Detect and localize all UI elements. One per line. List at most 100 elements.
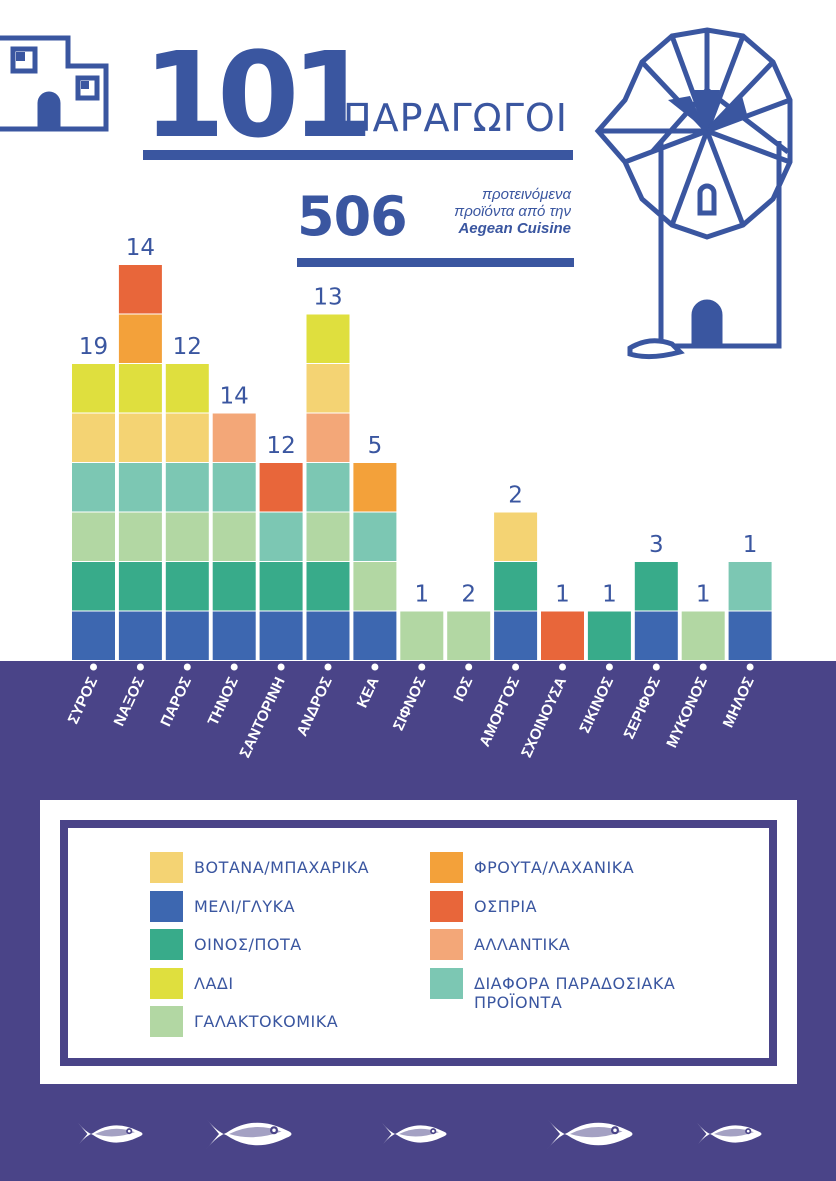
bar-5-segment-4 bbox=[259, 463, 303, 512]
bar-6-segment-5 bbox=[306, 413, 350, 462]
header-rule-bottom bbox=[297, 258, 574, 267]
legend-label: ΑΛΛΑΝΤΙΚΑ bbox=[474, 935, 571, 954]
bar-15-value-label: 1 bbox=[743, 532, 758, 558]
bar-13-tick-dot bbox=[652, 663, 660, 671]
bar-9-segment-1 bbox=[447, 611, 491, 660]
bar-6-segment-6 bbox=[306, 364, 350, 413]
products-text-line2: προϊόντα από την bbox=[454, 203, 571, 220]
bar-3-segment-2 bbox=[165, 562, 209, 611]
bar-9-tick-dot bbox=[465, 663, 473, 671]
bar-2-segment-2 bbox=[118, 562, 162, 611]
fish-icon bbox=[381, 1122, 447, 1146]
fish-icon bbox=[547, 1119, 633, 1149]
bar-14-value-label: 1 bbox=[696, 582, 711, 608]
bar-1-segment-2 bbox=[72, 562, 115, 611]
products-count: 506 bbox=[297, 185, 408, 248]
bar-2-category-label: ΝΑΞΟΣ bbox=[111, 675, 148, 729]
bar-8-category-label: ΣΙΦΝΟΣ bbox=[390, 675, 429, 734]
bar-10-segment-1 bbox=[494, 611, 538, 660]
legend-frame: ΒΟΤΑΝΑ/ΜΠΑΧΑΡΙΚΑ ΜΕΛΙ/ΓΛΥΚΑ ΟΙΝΟΣ/ΠΟΤΑ ΛΑΔΙ… bbox=[60, 820, 777, 1066]
header-rule-top bbox=[143, 150, 573, 160]
bar-7-tick-dot bbox=[371, 663, 379, 671]
bar-10-tick-dot bbox=[512, 663, 520, 671]
bar-3-segment-3 bbox=[165, 512, 209, 561]
bar-3-tick-dot bbox=[183, 663, 191, 671]
bar-5-value-label: 12 bbox=[266, 433, 295, 459]
bar-15-segment-2 bbox=[728, 562, 772, 611]
legend-label: ΜΕΛΙ/ΓΛΥΚΑ bbox=[194, 896, 296, 916]
bar-2-segment-8 bbox=[118, 265, 162, 314]
bar-7-segment-4 bbox=[353, 463, 397, 512]
bar-13-segment-2 bbox=[634, 562, 678, 611]
bar-6-segment-7 bbox=[306, 314, 350, 363]
bar-5-segment-2 bbox=[259, 562, 303, 611]
fish-icon bbox=[77, 1122, 143, 1146]
bar-11-segment-1 bbox=[541, 611, 584, 660]
bar-2-segment-3 bbox=[118, 512, 162, 561]
bar-1-segment-5 bbox=[72, 413, 115, 462]
bar-3-segment-4 bbox=[165, 463, 209, 512]
bar-9-value-label: 2 bbox=[461, 582, 476, 608]
bar-4-segment-4 bbox=[212, 463, 256, 512]
fish-decoration-row bbox=[77, 1119, 762, 1149]
bar-8-tick-dot bbox=[418, 663, 426, 671]
bar-5-category-label: ΣΑΝΤΟΡΙΝΗ bbox=[237, 675, 289, 761]
bar-1-tick-dot bbox=[90, 663, 97, 671]
legend-swatch bbox=[150, 852, 183, 883]
producers-label: ΠΑΡΑΓΩΓΟΙ bbox=[343, 96, 568, 140]
bar-15-tick-dot bbox=[746, 663, 754, 671]
bar-3-segment-5 bbox=[165, 413, 209, 462]
bar-5-segment-1 bbox=[259, 611, 303, 660]
legend-label: ΔΙΑΦΟΡΑ ΠΑΡΑΔΟΣΙΑΚΑ ΠΡΟΪΟΝΤΑ bbox=[474, 973, 676, 1012]
bar-2-value-label: 14 bbox=[126, 235, 155, 261]
bar-2-segment-5 bbox=[118, 413, 162, 462]
legend-swatch bbox=[430, 890, 463, 922]
bar-7-segment-3 bbox=[353, 512, 397, 561]
bar-14-category-label: ΜΥΚΟΝΟΣ bbox=[663, 675, 710, 751]
bar-4-tick-dot bbox=[230, 663, 238, 671]
bar-1-segment-4 bbox=[72, 463, 115, 512]
bar-10-segment-2 bbox=[494, 562, 538, 611]
bar-4-segment-1 bbox=[212, 611, 256, 660]
fish-icon bbox=[206, 1119, 292, 1149]
bar-6-segment-3 bbox=[306, 512, 350, 561]
bar-7-value-label: 5 bbox=[368, 433, 383, 459]
bar-2-segment-7 bbox=[118, 314, 162, 363]
bar-7-segment-2 bbox=[353, 562, 397, 611]
bar-3-segment-1 bbox=[165, 611, 209, 660]
bar-6-segment-2 bbox=[306, 562, 350, 611]
products-text-line1: προτεινόμενα bbox=[481, 186, 571, 203]
bar-6-segment-4 bbox=[306, 463, 350, 512]
bar-5-tick-dot bbox=[277, 663, 285, 671]
house-icon bbox=[0, 35, 109, 132]
bar-11-category-label: ΣΧΟΙΝΟΥΣΑ bbox=[518, 674, 570, 760]
legend-swatch bbox=[430, 852, 463, 883]
bar-14-tick-dot bbox=[699, 663, 707, 671]
bar-10-category-label: ΑΜΟΡΓΟΣ bbox=[476, 675, 523, 750]
legend-swatch bbox=[150, 1006, 183, 1037]
products-description: προτεινόμενα προϊόντα από την Aegean Cui… bbox=[418, 186, 571, 237]
bar-6-category-label: ΑΝΔΡΟΣ bbox=[294, 675, 336, 739]
legend-label: ΒΟΤΑΝΑ/ΜΠΑΧΑΡΙΚΑ bbox=[194, 858, 370, 877]
bar-1-value-label: 19 bbox=[79, 334, 108, 360]
bar-4-value-label: 14 bbox=[220, 384, 249, 410]
bar-7-segment-1 bbox=[353, 611, 397, 660]
bar-10-value-label: 2 bbox=[508, 483, 523, 509]
producers-per-island-chart: 19ΣΥΡΟΣ14ΝΑΞΟΣ12ΠΑΡΟΣ14ΤΗΝΟΣ12ΣΑΝΤΟΡΙΝΗ1… bbox=[65, 235, 772, 761]
legend-label: ΛΑΔΙ bbox=[194, 973, 234, 993]
bar-11-tick-dot bbox=[559, 663, 566, 671]
legend-swatch bbox=[430, 967, 463, 999]
bar-3-category-label: ΠΑΡΟΣ bbox=[157, 675, 195, 730]
bar-2-segment-4 bbox=[118, 463, 162, 512]
legend-label: ΟΣΠΡΙΑ bbox=[474, 896, 538, 916]
bar-12-value-label: 1 bbox=[602, 582, 617, 608]
bar-7-category-label: ΚΕΑ bbox=[354, 674, 383, 710]
bar-4-segment-3 bbox=[212, 512, 256, 561]
bar-1-segment-3 bbox=[72, 512, 115, 561]
bar-2-segment-6 bbox=[118, 364, 162, 413]
bar-14-segment-1 bbox=[681, 611, 725, 660]
bar-8-value-label: 1 bbox=[414, 582, 429, 608]
bar-13-value-label: 3 bbox=[649, 532, 664, 558]
bar-3-value-label: 12 bbox=[173, 334, 202, 360]
bar-1-category-label: ΣΥΡΟΣ bbox=[65, 675, 101, 727]
